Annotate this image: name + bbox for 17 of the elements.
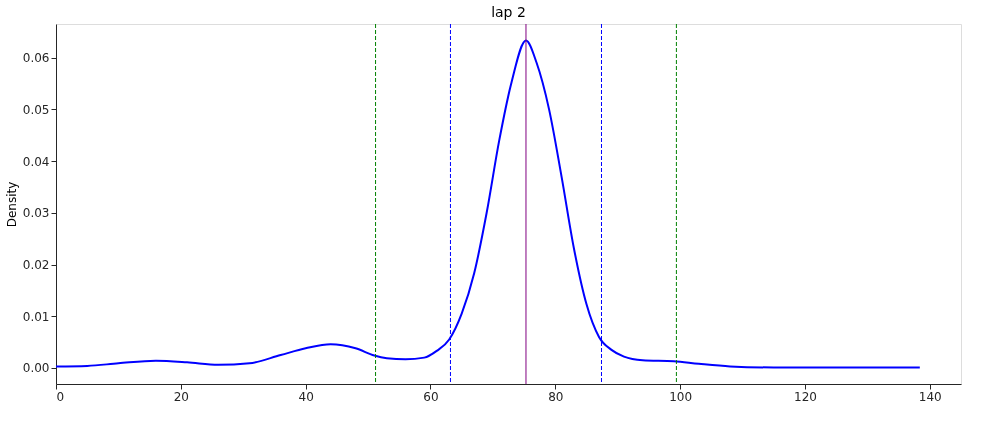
chart-title: lap 2 (491, 3, 526, 20)
x-tick-label: 100 (669, 389, 693, 404)
y-tick-label: 0.04 (22, 154, 50, 169)
x-tick-label: 60 (423, 389, 439, 404)
x-tick-label: 20 (173, 389, 189, 404)
y-tick-label: 0.05 (22, 102, 50, 117)
y-tick-label: 0.00 (22, 361, 50, 376)
y-tick-label: 0.01 (22, 309, 50, 324)
x-tick-label: 0 (56, 389, 65, 404)
x-tick-label: 140 (918, 389, 942, 404)
y-tick-label: 0.02 (22, 258, 50, 273)
y-tick-label: 0.03 (22, 206, 50, 221)
y-tick-label: 0.06 (22, 51, 50, 66)
y-axis-title: Density (4, 181, 19, 228)
x-tick-label: 40 (298, 389, 314, 404)
x-tick-label: 120 (794, 389, 817, 404)
x-tick-label: 80 (548, 389, 564, 404)
